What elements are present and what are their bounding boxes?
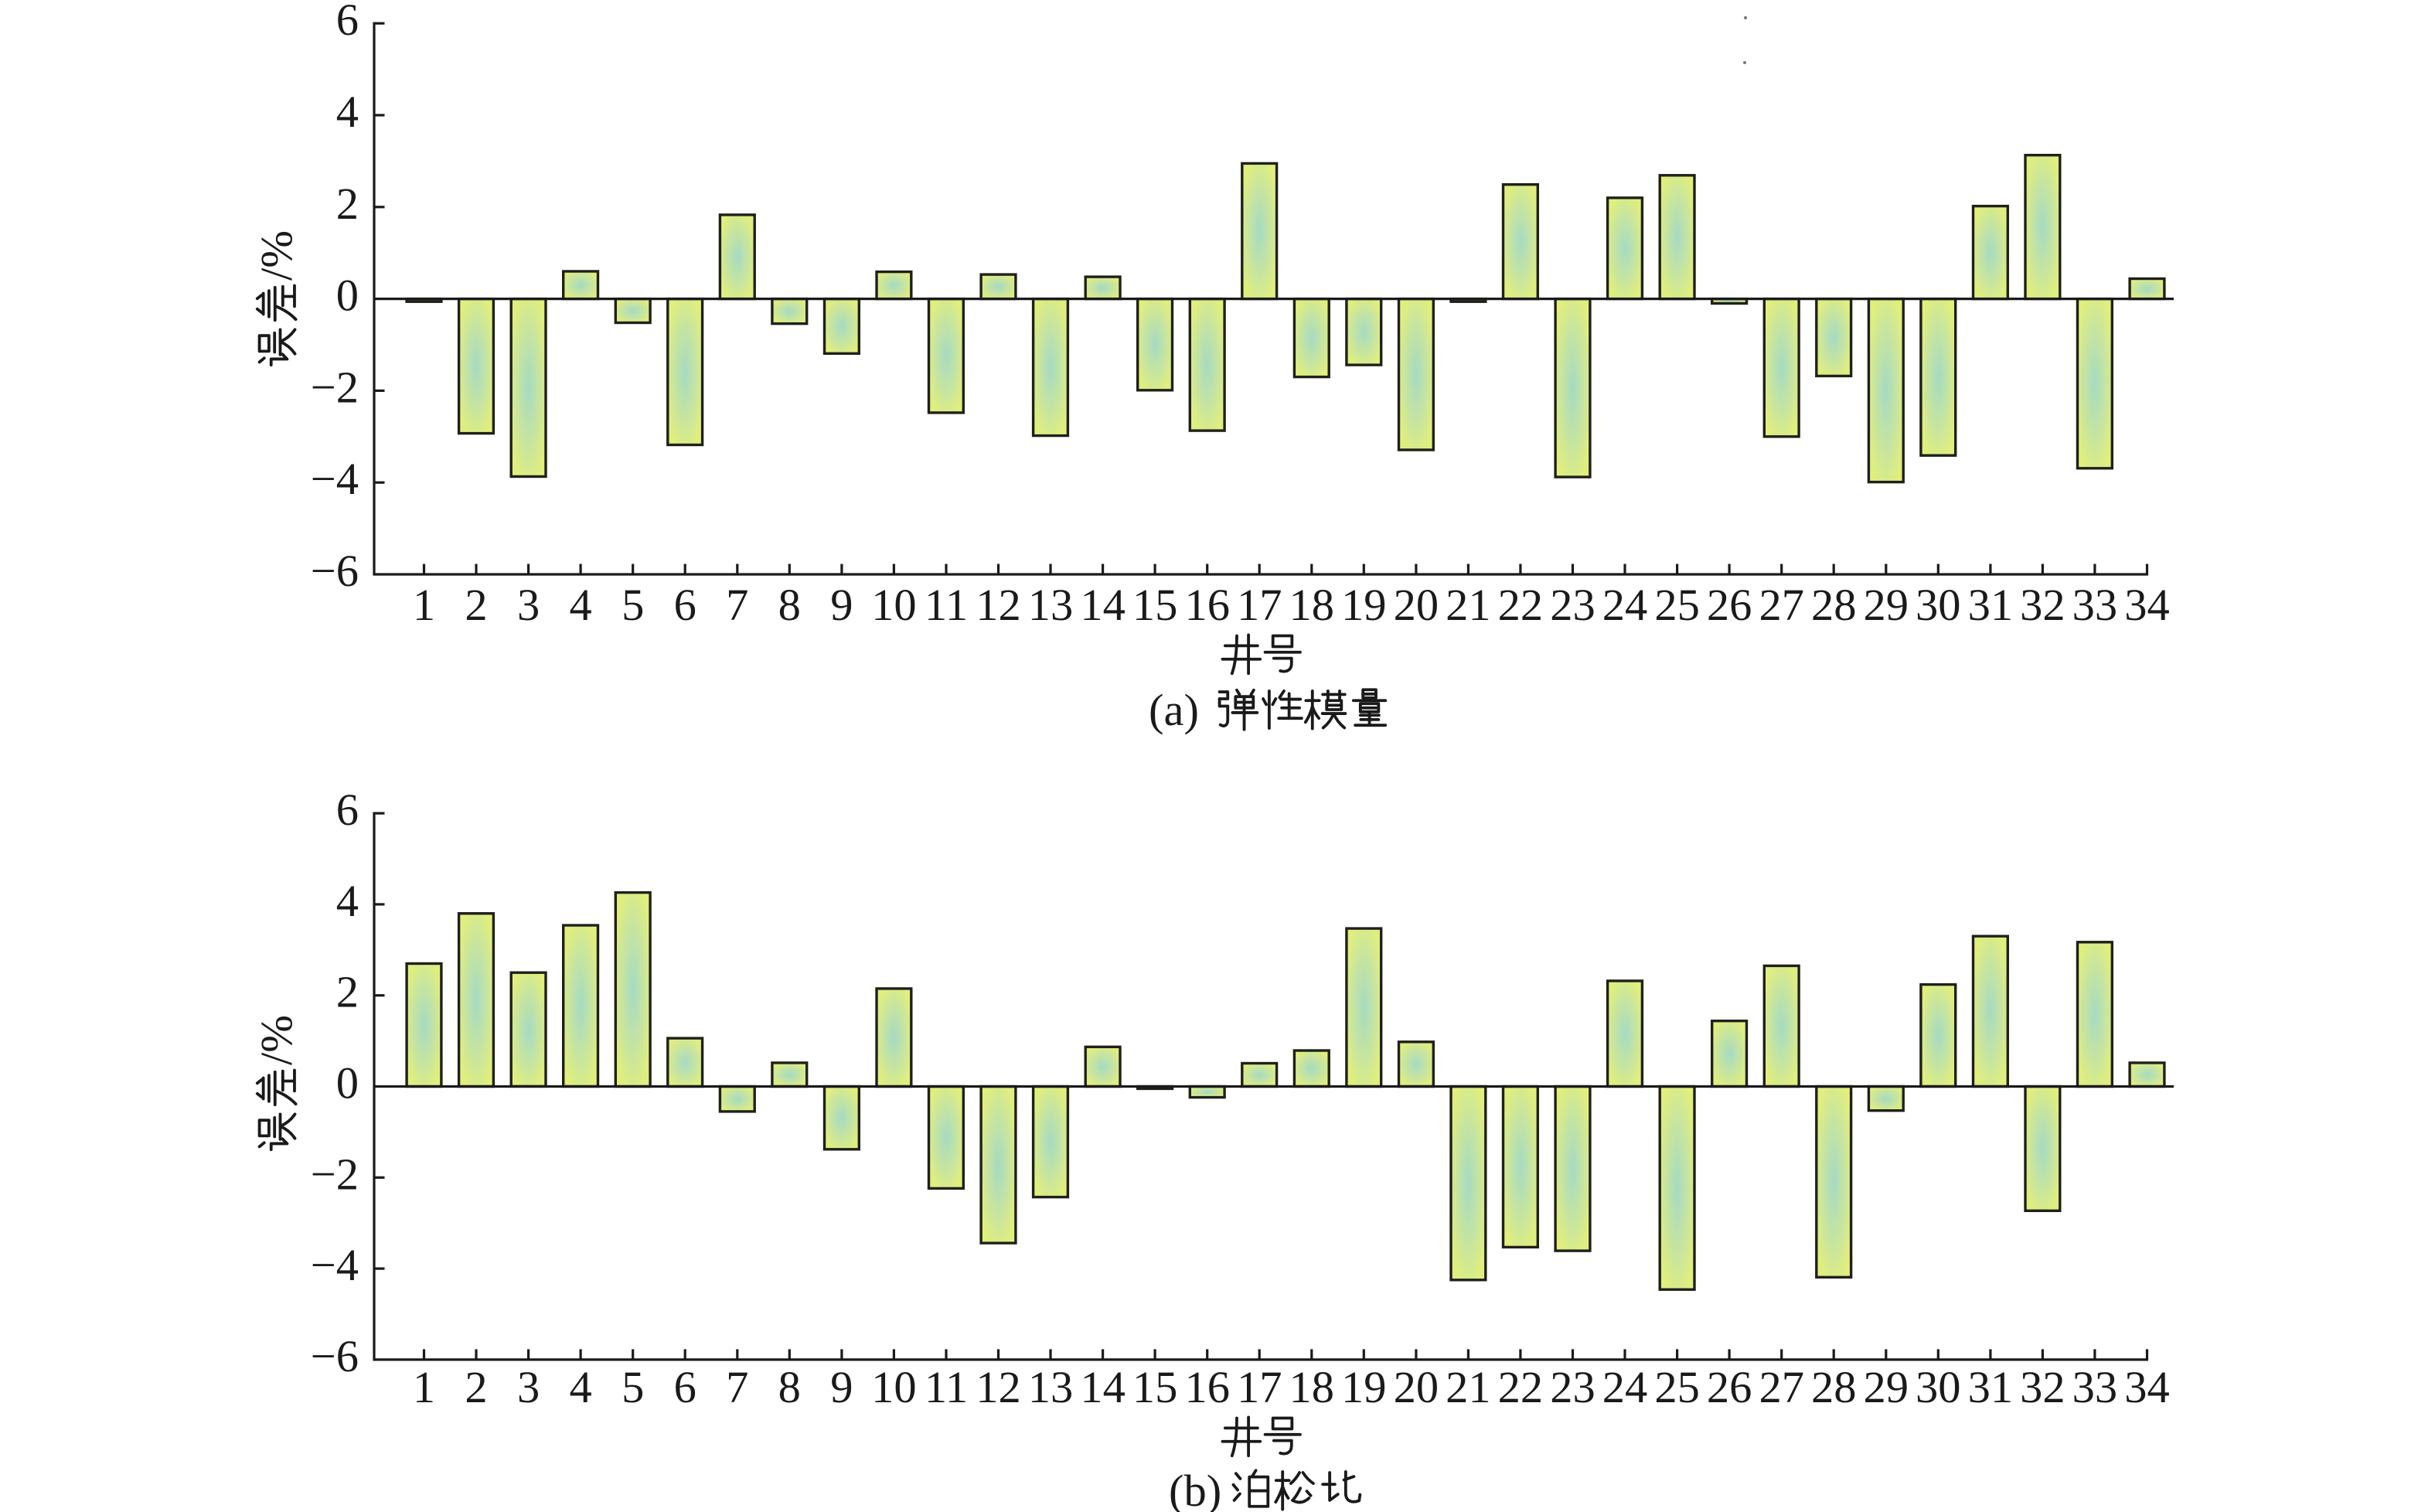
svg-text:3: 3	[517, 1362, 540, 1412]
svg-text:1: 1	[413, 580, 435, 630]
svg-text:17: 17	[1237, 1362, 1282, 1412]
svg-text:2: 2	[336, 967, 359, 1017]
svg-text:20: 20	[1394, 580, 1439, 630]
svg-text:19: 19	[1341, 1362, 1387, 1412]
svg-text:4: 4	[569, 580, 591, 630]
svg-text:31: 31	[1968, 1362, 2014, 1412]
svg-text:8: 8	[778, 1362, 801, 1412]
svg-text:30: 30	[1916, 580, 1961, 630]
svg-text:16: 16	[1184, 1362, 1230, 1412]
svg-text:33: 33	[2072, 1362, 2118, 1412]
svg-text:20: 20	[1394, 1362, 1439, 1412]
svg-text:10: 10	[871, 1362, 917, 1412]
svg-text:19: 19	[1341, 580, 1387, 630]
svg-text:28: 28	[1811, 1362, 1857, 1412]
svg-text:32: 32	[2020, 1362, 2065, 1412]
svg-text:6: 6	[674, 1362, 696, 1412]
svg-text:25: 25	[1654, 580, 1700, 630]
svg-text:11: 11	[925, 580, 968, 630]
svg-text:18: 18	[1289, 1362, 1335, 1412]
svg-text:2: 2	[465, 1362, 487, 1412]
svg-text:12: 12	[976, 580, 1021, 630]
svg-text:34: 34	[2124, 580, 2170, 630]
svg-text:24: 24	[1602, 580, 1648, 630]
svg-text:31: 31	[1968, 580, 2014, 630]
svg-text:5: 5	[622, 1362, 644, 1412]
svg-text:4: 4	[569, 1362, 591, 1412]
svg-text:15: 15	[1132, 580, 1178, 630]
svg-text:30: 30	[1916, 1362, 1961, 1412]
svg-text:18: 18	[1289, 580, 1335, 630]
svg-text:22: 22	[1498, 580, 1544, 630]
svg-text:9: 9	[830, 1362, 853, 1412]
svg-text:21: 21	[1446, 1362, 1491, 1412]
svg-text:9: 9	[830, 580, 853, 630]
svg-text:16: 16	[1184, 580, 1230, 630]
svg-text:5: 5	[622, 580, 644, 630]
svg-text:10: 10	[871, 580, 917, 630]
svg-text:27: 27	[1759, 1362, 1804, 1412]
svg-text:13: 13	[1028, 580, 1074, 630]
svg-text:−4: −4	[311, 1240, 359, 1290]
svg-text:4: 4	[336, 87, 359, 137]
svg-text:26: 26	[1707, 580, 1752, 630]
svg-text:12: 12	[976, 1362, 1021, 1412]
svg-text:33: 33	[2072, 580, 2118, 630]
svg-text:29: 29	[1864, 1362, 1909, 1412]
svg-text:−4: −4	[311, 454, 359, 504]
svg-text:22: 22	[1498, 1362, 1544, 1412]
svg-text:24: 24	[1602, 1362, 1648, 1412]
svg-text:(a): (a)	[1149, 685, 1199, 735]
svg-text:−6: −6	[311, 546, 359, 596]
svg-text:−6: −6	[311, 1331, 359, 1381]
svg-text:2: 2	[336, 179, 359, 229]
svg-text:/%: /%	[251, 230, 301, 281]
svg-text:27: 27	[1759, 580, 1804, 630]
svg-text:−2: −2	[311, 362, 359, 412]
svg-text:32: 32	[2020, 580, 2065, 630]
svg-text:0: 0	[336, 271, 359, 321]
svg-text:6: 6	[674, 580, 696, 630]
svg-text:25: 25	[1654, 1362, 1700, 1412]
svg-text:23: 23	[1550, 1362, 1596, 1412]
svg-text:29: 29	[1864, 580, 1909, 630]
svg-text:26: 26	[1707, 1362, 1752, 1412]
svg-text:7: 7	[726, 1362, 748, 1412]
svg-text:/%: /%	[251, 1015, 301, 1065]
svg-text:23: 23	[1550, 580, 1596, 630]
svg-text:1: 1	[413, 1362, 435, 1412]
svg-text:11: 11	[925, 1362, 968, 1412]
svg-text:14: 14	[1080, 1362, 1126, 1412]
svg-text:6: 6	[336, 0, 359, 45]
svg-text:−2: −2	[311, 1149, 359, 1199]
svg-text:14: 14	[1080, 580, 1126, 630]
svg-text:6: 6	[336, 785, 359, 835]
svg-text:0: 0	[336, 1058, 359, 1108]
svg-text:7: 7	[726, 580, 748, 630]
svg-text:17: 17	[1237, 580, 1282, 630]
svg-text:13: 13	[1028, 1362, 1074, 1412]
svg-text:8: 8	[778, 580, 801, 630]
svg-text:2: 2	[465, 580, 487, 630]
svg-text:28: 28	[1811, 580, 1857, 630]
svg-text:15: 15	[1132, 1362, 1178, 1412]
svg-text:21: 21	[1446, 580, 1491, 630]
svg-text:4: 4	[336, 876, 359, 926]
svg-text:3: 3	[517, 580, 540, 630]
svg-text:(b): (b)	[1169, 1466, 1221, 1512]
svg-text:34: 34	[2124, 1362, 2170, 1412]
